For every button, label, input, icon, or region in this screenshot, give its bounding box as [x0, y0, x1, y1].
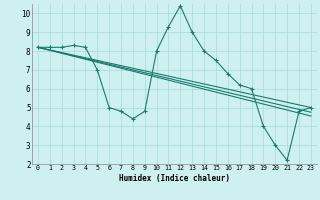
X-axis label: Humidex (Indice chaleur): Humidex (Indice chaleur): [119, 174, 230, 183]
